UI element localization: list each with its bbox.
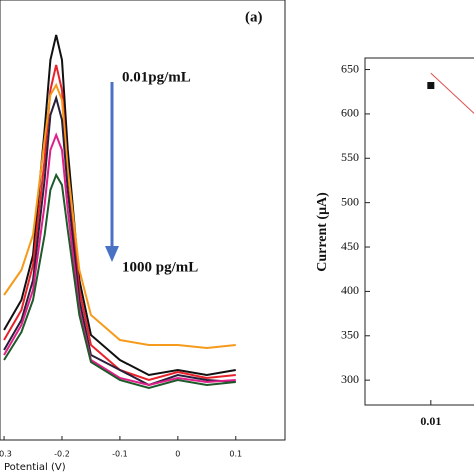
y-tick-label: 500 (341, 194, 359, 208)
y-tick-label: 450 (341, 239, 359, 253)
annotation: 1000 pg/mL (122, 259, 198, 275)
x-tick-label: 0.01 (420, 414, 441, 428)
y-tick-label: 650 (341, 61, 359, 75)
x-tick-label: 0.1 (229, 450, 242, 459)
left-frame (0, 0, 286, 441)
curve (3, 82, 236, 350)
x-tick-label: -0.1 (112, 450, 128, 459)
curve (3, 172, 236, 390)
panel-label: (a) (245, 9, 263, 25)
y-axis-label: Current (μA) (315, 192, 330, 272)
curve (3, 132, 236, 387)
curve (3, 34, 236, 377)
x-tick-label: -0.2 (54, 450, 70, 459)
annotation: 0.01pg/mL (122, 69, 191, 85)
y-tick-label: 600 (341, 106, 359, 120)
x-tick-label: -0.3 (0, 450, 12, 459)
x-axis-label: Potential (V) (4, 462, 66, 473)
point (427, 82, 435, 90)
y-tick-label: 400 (341, 283, 359, 297)
arrow-head (105, 246, 119, 262)
y-tick-label: 550 (341, 150, 359, 164)
y-tick-label: 300 (341, 372, 359, 386)
fit-line (430, 72, 474, 115)
curve (3, 94, 236, 387)
right-frame (364, 57, 474, 406)
x-tick-label: 0 (175, 450, 180, 459)
y-tick-label: 350 (341, 328, 359, 342)
